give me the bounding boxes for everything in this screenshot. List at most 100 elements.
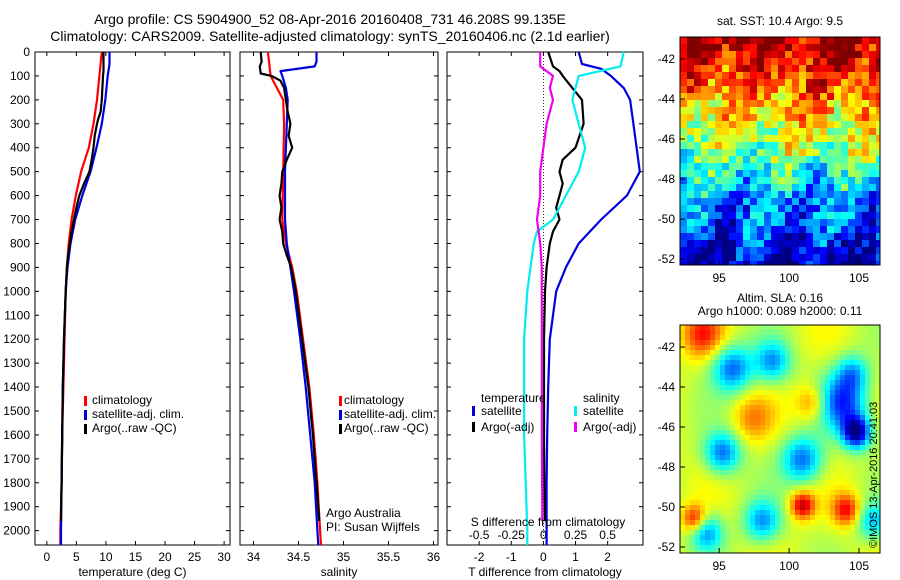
sst-pixel [680, 44, 688, 52]
sla-pixel [850, 485, 856, 491]
sla-pixel [855, 435, 861, 441]
sla-pixel [720, 390, 726, 396]
sla-pixel [800, 405, 806, 411]
sla-pixel [865, 505, 871, 511]
sst-pixel [743, 135, 751, 143]
sla-pixel [740, 470, 746, 476]
sla-pixel [795, 490, 801, 496]
sst-pixel [876, 156, 880, 164]
legend-swatch-argo [84, 424, 87, 434]
sla-pixel [845, 385, 851, 391]
sla-pixel [785, 485, 791, 491]
sst-pixel [687, 51, 695, 59]
sla-pixel [740, 375, 746, 381]
sst-pixel [708, 261, 716, 265]
sla-pixel [725, 400, 731, 406]
sst-pixel [764, 205, 772, 213]
sla-pixel [795, 540, 801, 546]
sst-pixel [743, 86, 751, 94]
sst-pixel [701, 163, 709, 171]
sla-pixel [845, 380, 851, 386]
sla-pixel [765, 450, 771, 456]
sla-pixel [800, 540, 806, 546]
sla-pixel [745, 500, 751, 506]
sla-pixel [710, 385, 716, 391]
sla-pixel [835, 325, 841, 331]
sst-pixel [687, 240, 695, 248]
sla-pixel [685, 430, 691, 436]
sla-pixel [785, 455, 791, 461]
sla-pixel [770, 420, 776, 426]
sla-pixel [865, 340, 871, 346]
sla-pixel [835, 380, 841, 386]
sla-pixel [800, 545, 806, 551]
sla-pixel [835, 480, 841, 486]
sla-pixel [770, 465, 776, 471]
sla-pixel [790, 380, 796, 386]
sst-pixel [820, 170, 828, 178]
sla-pixel [685, 350, 691, 356]
sst-pixel [799, 100, 807, 108]
sla-pixel [785, 435, 791, 441]
sla-pixel [730, 500, 736, 506]
sla-pixel [770, 430, 776, 436]
series-line-argo-raw-qc- [59, 52, 105, 522]
sla-pixel [700, 480, 706, 486]
sla-pixel [835, 450, 841, 456]
sla-pixel [735, 340, 741, 346]
sla-pixel [805, 535, 811, 541]
sla-pixel [815, 445, 821, 451]
sla-pixel [800, 345, 806, 351]
sla-pixel [855, 490, 861, 496]
sla-pixel [760, 430, 766, 436]
sla-pixel [815, 355, 821, 361]
sst-pixel [876, 184, 880, 192]
sla-pixel [775, 440, 781, 446]
sla-pixel [815, 415, 821, 421]
x-tick-label: 30 [217, 550, 231, 564]
sla-pixel [795, 430, 801, 436]
sla-pixel [755, 455, 761, 461]
sla-pixel [680, 415, 686, 421]
sst-pixel [757, 233, 765, 241]
sla-pixel [825, 325, 831, 331]
sst-pixel [855, 86, 863, 94]
sst-pixel [750, 135, 758, 143]
sst-pixel [687, 142, 695, 150]
sla-pixel [740, 490, 746, 496]
sst-pixel [764, 114, 772, 122]
sla-pixel [755, 430, 761, 436]
sla-pixel [740, 385, 746, 391]
sla-pixel [835, 330, 841, 336]
x-tick-label: -1 [506, 550, 517, 564]
sst-pixel [778, 226, 786, 234]
sla-pixel [790, 420, 796, 426]
sla-pixel [795, 375, 801, 381]
sla-pixel [810, 480, 816, 486]
sst-pixel [757, 51, 765, 59]
sla-pixel [875, 355, 880, 361]
sla-pixel [770, 345, 776, 351]
sla-pixel [695, 455, 701, 461]
sst-pixel [715, 163, 723, 171]
sst-pixel [750, 219, 758, 227]
sla-pixel [810, 375, 816, 381]
sla-pixel [815, 470, 821, 476]
sst-pixel [813, 100, 821, 108]
sst-pixel [799, 191, 807, 199]
sla-pixel [710, 480, 716, 486]
sla-pixel [865, 480, 871, 486]
sla-pixel [770, 500, 776, 506]
sla-pixel [840, 385, 846, 391]
sla-pixel [835, 335, 841, 341]
sla-pixel [850, 380, 856, 386]
sla-pixel [685, 525, 691, 531]
sst-pixel [694, 233, 702, 241]
sla-pixel [740, 460, 746, 466]
sla-pixel [720, 340, 726, 346]
sst-pixel [848, 219, 856, 227]
sla-pixel [700, 465, 706, 471]
sst-pixel [848, 184, 856, 192]
sst-pixel [736, 37, 744, 45]
sla-pixel [815, 430, 821, 436]
